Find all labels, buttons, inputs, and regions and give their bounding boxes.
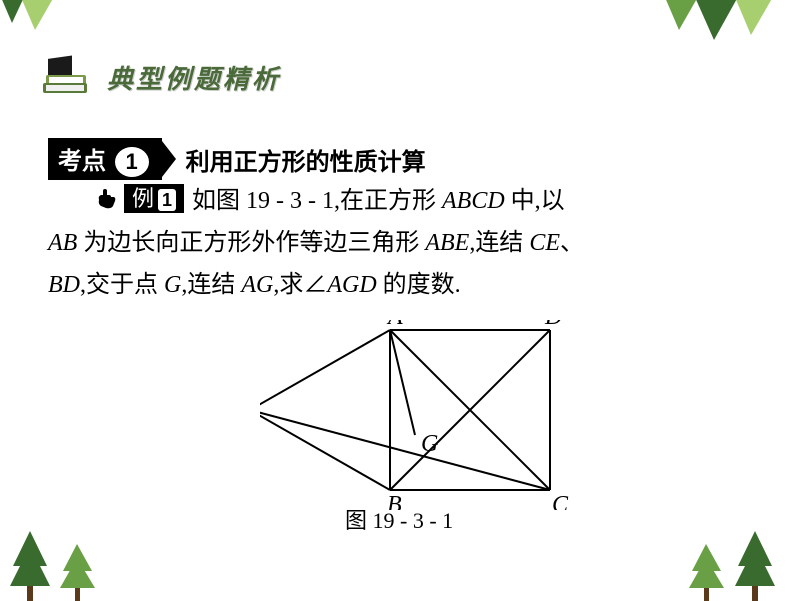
- problem-l3-mid1: ,交于点: [80, 272, 164, 298]
- problem-l2-ab: AB: [48, 230, 77, 256]
- figure-caption: 图 19 - 3 - 1: [345, 503, 453, 535]
- section-header: 典型例题精析: [40, 55, 281, 100]
- exam-point-row: 考点 1 利用正方形的性质计算: [48, 138, 426, 180]
- problem-l2-abe: ABE: [425, 230, 469, 256]
- decoration-top-left: [0, 0, 70, 40]
- section-title: 典型例题精析: [107, 59, 281, 96]
- svg-text:G: G: [421, 431, 438, 457]
- problem-l2-mid2: ,连结: [469, 230, 529, 256]
- exam-point-arrow: [162, 141, 176, 177]
- decoration-bottom-left: [5, 526, 115, 601]
- example-label: 例1: [124, 184, 184, 213]
- svg-text:A: A: [386, 320, 403, 330]
- problem-l1-prefix: 如图 19 - 3 - 1,在正方形: [192, 188, 442, 214]
- problem-l2-mid1: 为边长向正方形外作等边三角形: [77, 230, 425, 256]
- exam-point-label: 考点 1: [48, 138, 162, 180]
- svg-text:C: C: [552, 492, 569, 510]
- decoration-bottom-right: [674, 526, 784, 601]
- problem-l1-suffix: 中,以: [505, 188, 565, 214]
- problem-l3-ag: AG: [241, 272, 273, 298]
- example-label-text: 例: [132, 186, 154, 211]
- exam-point-number: 1: [115, 147, 149, 177]
- problem-content: 例1 如图 19 - 3 - 1,在正方形 ABCD 中,以 AB 为边长向正方形…: [48, 180, 746, 306]
- exam-point-text: 利用正方形的性质计算: [186, 142, 426, 177]
- decoration-top-right: [659, 0, 779, 45]
- exam-point-label-text: 考点: [58, 148, 106, 175]
- problem-l2-end: 、: [560, 230, 584, 256]
- problem-l1-abcd: ABCD: [442, 188, 505, 214]
- hand-icon: [96, 186, 121, 211]
- svg-text:D: D: [544, 320, 562, 330]
- problem-l3-bd: BD: [48, 272, 80, 298]
- books-icon: [40, 55, 95, 100]
- problem-l3-agd: AGD: [327, 272, 376, 298]
- example-number: 1: [158, 189, 176, 211]
- problem-l3-mid3: ,求∠: [273, 272, 327, 298]
- problem-l3-g: G: [164, 272, 181, 298]
- problem-l3-mid2: ,连结: [181, 272, 241, 298]
- problem-l3-end: 的度数.: [377, 272, 461, 298]
- problem-l2-ce: CE: [529, 230, 560, 256]
- geometry-figure: ABCDEG: [260, 320, 580, 510]
